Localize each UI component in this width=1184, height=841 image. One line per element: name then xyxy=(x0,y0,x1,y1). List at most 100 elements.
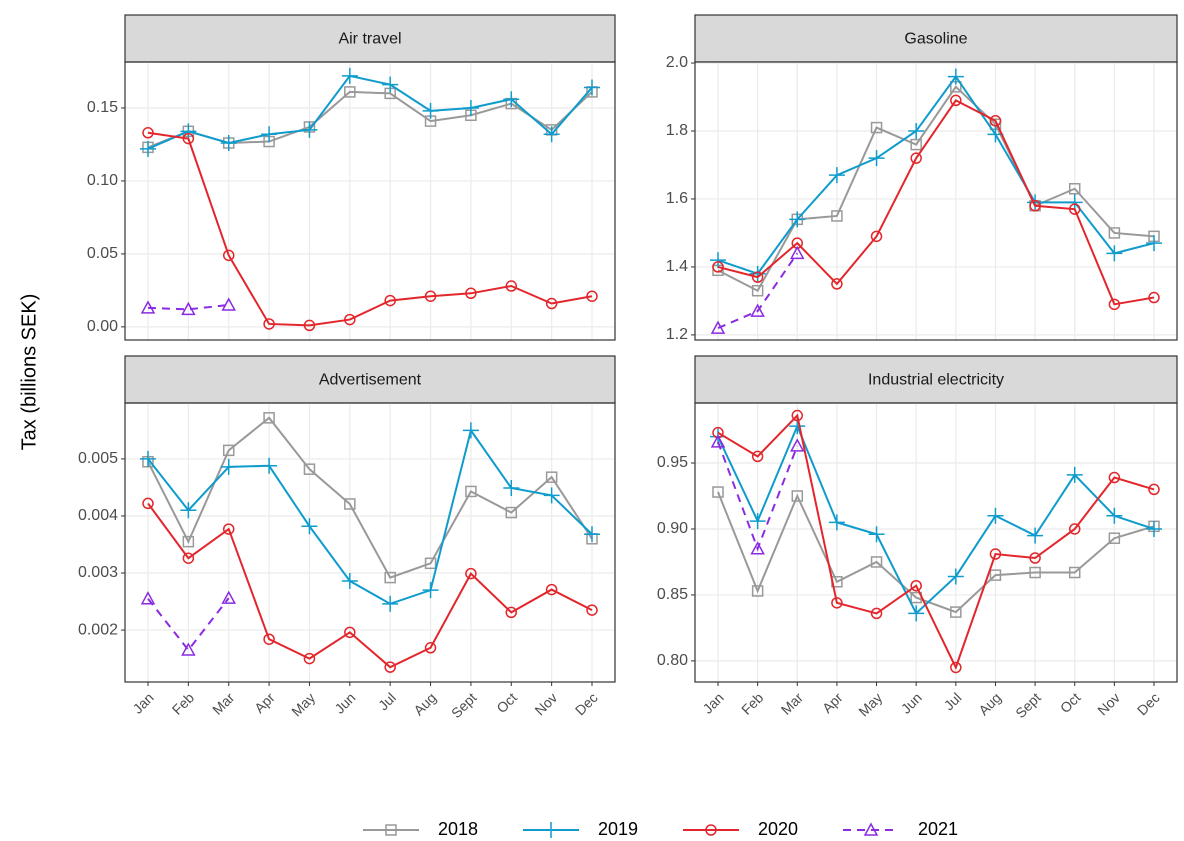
x-tick-label: Mar xyxy=(209,689,238,718)
marker xyxy=(791,490,804,502)
x-tick-label: Dec xyxy=(1134,689,1163,718)
marker xyxy=(462,422,479,439)
marker xyxy=(543,126,560,143)
legend-label: 2018 xyxy=(438,819,478,839)
marker xyxy=(263,412,275,424)
x-tick-label: Feb xyxy=(169,689,198,718)
series-line xyxy=(717,441,799,552)
marker xyxy=(712,426,724,439)
marker xyxy=(910,152,922,164)
series xyxy=(712,81,1160,297)
marker xyxy=(222,523,235,535)
marker xyxy=(543,822,559,838)
marker xyxy=(301,121,318,138)
marker xyxy=(222,444,235,457)
marker xyxy=(344,313,356,326)
marker xyxy=(424,290,437,302)
marker xyxy=(462,99,479,116)
marker xyxy=(221,590,236,604)
x-tick-label: Aug xyxy=(975,689,1004,718)
marker xyxy=(868,150,885,167)
marker xyxy=(790,245,805,260)
series xyxy=(710,434,805,555)
panel-border xyxy=(694,402,1178,683)
marker xyxy=(1068,183,1081,195)
marker xyxy=(1027,527,1044,544)
marker xyxy=(987,507,1004,524)
series xyxy=(140,297,236,316)
marker xyxy=(505,280,518,292)
marker xyxy=(831,597,843,609)
marker xyxy=(750,303,765,317)
marker xyxy=(384,294,396,307)
marker xyxy=(868,526,885,543)
marker xyxy=(831,210,843,222)
marker xyxy=(791,409,804,422)
legend-label: 2020 xyxy=(758,819,798,839)
marker xyxy=(465,567,477,580)
y-tick-label: 0.005 xyxy=(78,450,118,467)
marker xyxy=(1108,227,1121,239)
y-tick-label: 0.90 xyxy=(657,520,688,537)
panel-border xyxy=(694,61,1178,341)
marker xyxy=(545,583,558,596)
marker xyxy=(261,126,278,143)
y-tick-label: 0.15 xyxy=(87,99,118,116)
series-line xyxy=(147,502,593,669)
marker xyxy=(989,569,1002,581)
series xyxy=(712,486,1160,618)
marker xyxy=(751,284,764,297)
marker xyxy=(751,271,764,283)
x-tick-label: May xyxy=(855,689,885,719)
marker xyxy=(989,548,1002,560)
marker xyxy=(382,76,399,93)
marker xyxy=(142,497,154,510)
marker xyxy=(384,661,396,673)
marker xyxy=(505,506,518,519)
series xyxy=(140,590,236,656)
series-line xyxy=(147,428,593,605)
marker xyxy=(1068,523,1081,535)
marker xyxy=(947,68,964,85)
y-tick-label: 0.95 xyxy=(657,454,688,471)
x-tick-label: Dec xyxy=(572,689,601,718)
marker xyxy=(749,513,766,530)
marker xyxy=(385,824,397,836)
marker xyxy=(1146,520,1162,537)
series xyxy=(712,409,1160,674)
marker xyxy=(1108,532,1121,544)
panel-strip xyxy=(124,14,616,63)
y-tick-label: 1.4 xyxy=(666,258,688,275)
marker xyxy=(1148,291,1160,304)
marker xyxy=(1068,566,1081,579)
marker xyxy=(1029,566,1041,579)
marker xyxy=(1106,507,1123,524)
marker xyxy=(750,541,765,555)
marker xyxy=(1106,245,1123,262)
marker xyxy=(382,595,399,612)
y-tick-label: 0.85 xyxy=(657,586,688,603)
x-tick-label: Nov xyxy=(1094,689,1123,718)
x-tick-label: Jan xyxy=(699,689,726,716)
marker xyxy=(263,633,275,645)
marker xyxy=(790,438,805,452)
series xyxy=(140,422,600,612)
marker xyxy=(182,132,195,145)
marker xyxy=(545,297,558,310)
marker xyxy=(870,556,883,568)
series xyxy=(142,127,598,332)
x-tick-label: Apr xyxy=(251,689,278,716)
marker xyxy=(221,297,236,311)
marker xyxy=(142,127,154,139)
marker xyxy=(384,571,396,584)
marker xyxy=(180,123,197,140)
marker xyxy=(344,498,356,510)
marker xyxy=(950,94,962,107)
marker xyxy=(586,290,598,302)
x-tick-label: Oct xyxy=(1057,689,1084,716)
marker xyxy=(1068,203,1081,215)
marker xyxy=(947,568,964,585)
x-tick-label: Jun xyxy=(331,689,358,716)
y-tick-label: 0.003 xyxy=(78,564,118,581)
series xyxy=(142,497,598,673)
